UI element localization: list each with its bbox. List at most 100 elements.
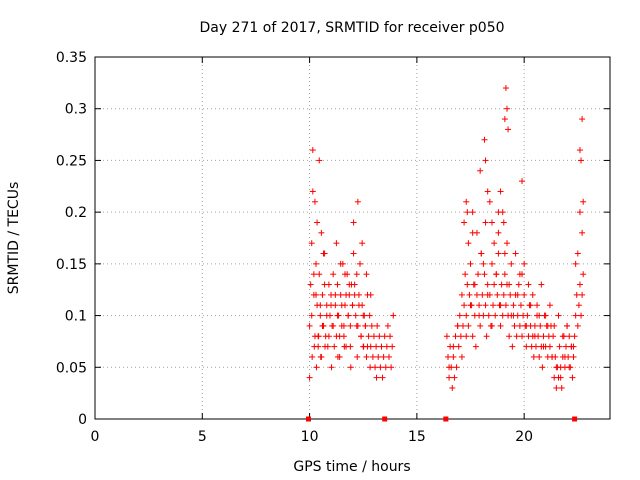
data-point (347, 364, 354, 371)
data-point (580, 198, 587, 205)
data-point (574, 322, 581, 329)
data-point (337, 260, 344, 267)
data-point (321, 281, 328, 288)
data-point (531, 322, 538, 329)
data-point (504, 240, 510, 247)
data-point (558, 384, 565, 391)
data-point (332, 291, 339, 298)
data-point (383, 343, 390, 350)
data-point (559, 333, 566, 340)
data-point (375, 353, 382, 360)
data-point (331, 343, 338, 350)
data-point (334, 353, 341, 360)
data-point (564, 322, 571, 329)
data-point (542, 312, 549, 319)
data-point (317, 312, 324, 319)
data-point (319, 291, 326, 298)
data-point (515, 281, 522, 288)
data-point (347, 343, 354, 350)
data-point (369, 353, 376, 360)
data-point (556, 343, 563, 350)
data-point (488, 260, 495, 267)
data-point (517, 302, 524, 309)
x-tick-label: 0 (91, 429, 100, 445)
data-point (456, 312, 463, 319)
data-point (491, 281, 498, 288)
data-point (469, 229, 476, 236)
data-point (463, 198, 470, 205)
data-point (325, 333, 332, 340)
data-point (506, 281, 513, 288)
data-point (463, 333, 470, 340)
data-point (516, 322, 523, 329)
data-point (566, 333, 573, 340)
data-point (566, 364, 573, 371)
data-point (506, 333, 513, 340)
x-axis-label: GPS time / hours (293, 459, 410, 475)
y-axis-label: SRMTID / TECUs (6, 182, 22, 295)
data-point (557, 374, 564, 381)
data-point (381, 333, 388, 340)
data-point (316, 271, 323, 278)
data-point (388, 364, 395, 371)
data-point (309, 188, 316, 195)
data-point (472, 343, 479, 350)
axis-ticks: 0 0.05 0.1 0.15 0.2 0.25 0.3 0.35 0 5 10 15 20 (56, 50, 610, 445)
data-point (328, 302, 335, 309)
data-point (484, 281, 491, 288)
data-point (458, 291, 465, 298)
data-point (502, 302, 509, 309)
data-point (513, 333, 520, 340)
baseline-marker (443, 416, 449, 422)
data-point (350, 219, 357, 226)
y-tick-label: 0.05 (56, 360, 87, 376)
data-point (379, 374, 386, 381)
data-point (307, 281, 314, 288)
data-point (527, 302, 534, 309)
data-point (315, 333, 322, 340)
y-tick-label: 0.15 (56, 257, 87, 273)
data-point (330, 322, 337, 329)
data-point (334, 312, 341, 319)
data-point (330, 271, 337, 278)
data-point (488, 322, 495, 329)
data-point (509, 343, 516, 350)
data-point (357, 260, 364, 267)
baseline-marker (572, 416, 578, 422)
data-point (462, 271, 469, 278)
data-point (471, 281, 478, 288)
data-point (347, 322, 354, 329)
data-point (313, 260, 320, 267)
data-point (544, 322, 551, 329)
data-point (553, 364, 560, 371)
data-point (563, 343, 570, 350)
data-point (495, 250, 502, 257)
data-point (490, 302, 497, 309)
data-point (390, 312, 397, 319)
y-tick-label: 0.1 (65, 309, 87, 325)
data-point (351, 281, 358, 288)
data-point (482, 302, 489, 309)
data-point (353, 271, 360, 278)
baseline-marker (306, 416, 312, 422)
data-point (497, 322, 504, 329)
data-point (500, 291, 507, 298)
data-point (310, 271, 317, 278)
data-point (367, 364, 374, 371)
data-point (479, 291, 486, 298)
data-point (531, 333, 538, 340)
data-point (575, 302, 582, 309)
data-point (501, 271, 508, 278)
data-point (309, 353, 316, 360)
data-point (341, 343, 348, 350)
data-point (452, 333, 459, 340)
data-point (480, 260, 487, 267)
data-point (510, 302, 517, 309)
data-point (482, 157, 489, 164)
data-point (313, 291, 320, 298)
data-point (534, 302, 541, 309)
data-point (465, 322, 472, 329)
data-point (491, 240, 498, 247)
data-point (469, 209, 476, 216)
